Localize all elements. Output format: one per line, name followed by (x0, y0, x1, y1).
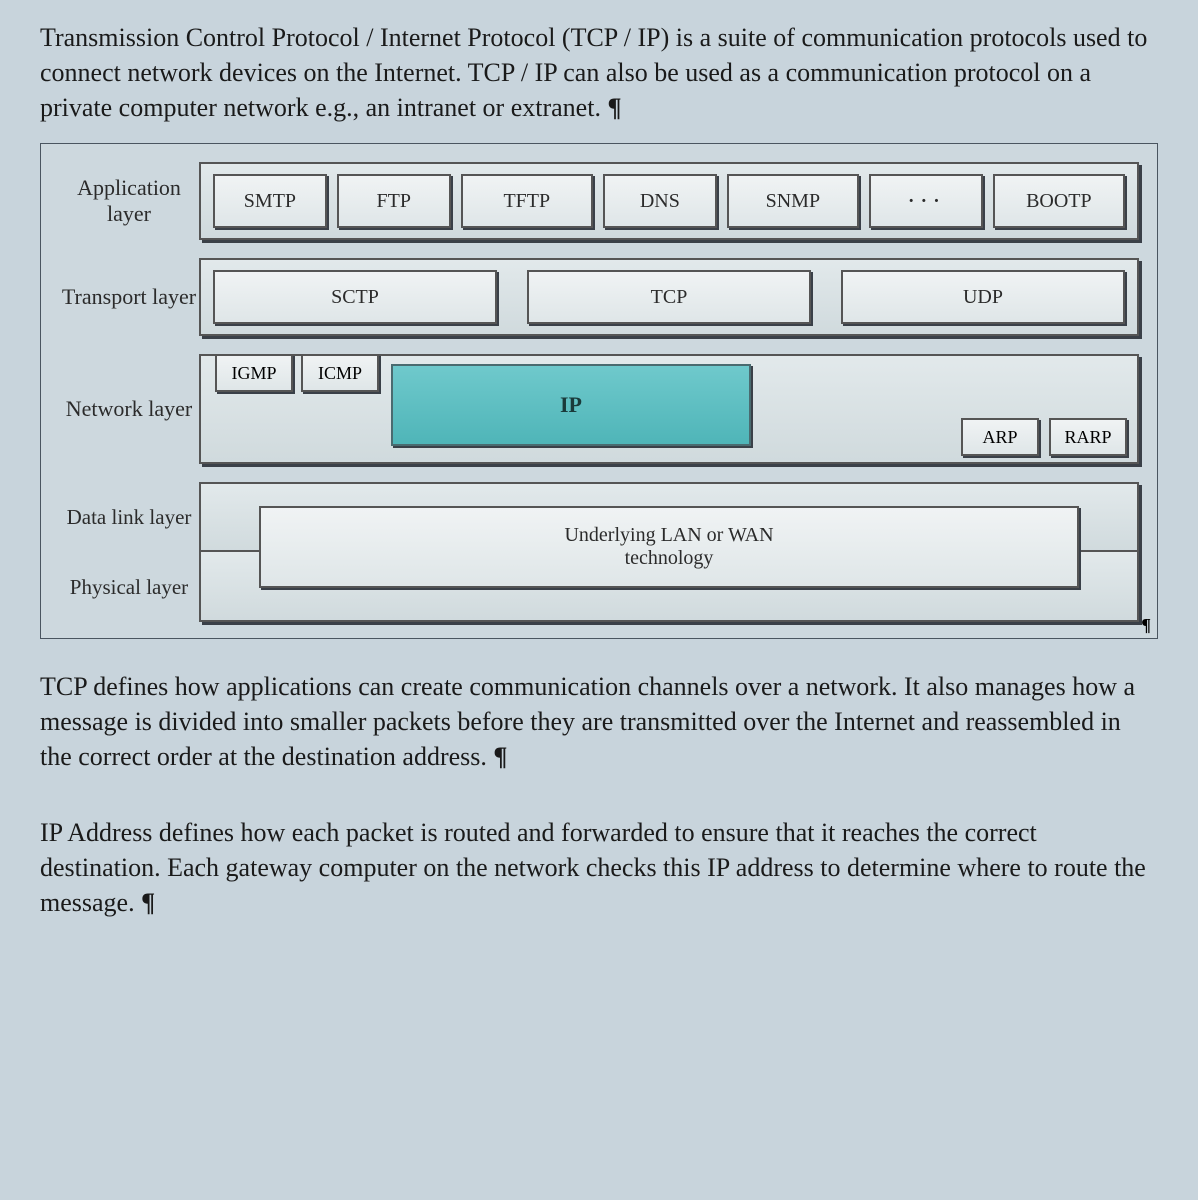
application-layer-row: Application layer SMTP FTP TFTP DNS SNMP… (59, 162, 1139, 240)
tcp-box: TCP (527, 270, 811, 324)
ftp-box: FTP (337, 174, 451, 228)
pilcrow-icon: ¶ (1141, 615, 1151, 636)
underlying-line1: Underlying LAN or WAN (564, 524, 773, 547)
datalink-physical-body: Underlying LAN or WAN technology (199, 482, 1139, 622)
ellipsis-box: ··· (869, 174, 983, 228)
network-layer-body: IGMP ICMP IP ARP RARP (199, 354, 1139, 464)
igmp-box: IGMP (215, 354, 293, 392)
tcp-paragraph: TCP defines how applications can create … (40, 669, 1158, 774)
tcpip-layer-diagram: Application layer SMTP FTP TFTP DNS SNMP… (40, 143, 1158, 639)
datalink-label-text: Data link layer (67, 505, 192, 530)
transport-layer-row: Transport layer SCTP TCP UDP (59, 258, 1139, 336)
icmp-box: ICMP (301, 354, 379, 392)
udp-box: UDP (841, 270, 1125, 324)
ip-paragraph: IP Address defines how each packet is ro… (40, 815, 1158, 920)
arp-box: ARP (961, 418, 1039, 456)
bottom-text-block: TCP defines how applications can create … (40, 669, 1158, 938)
transport-layer-body: SCTP TCP UDP (199, 258, 1139, 336)
application-label-text: Application layer (59, 175, 199, 227)
datalink-physical-labels: Data link layer Physical layer (59, 482, 199, 622)
transport-box-row: SCTP TCP UDP (213, 270, 1125, 324)
application-layer-body: SMTP FTP TFTP DNS SNMP ··· BOOTP (199, 162, 1139, 240)
network-layer-label: Network layer (59, 354, 199, 464)
sctp-box: SCTP (213, 270, 497, 324)
transport-layer-label: Transport layer (59, 258, 199, 336)
physical-label-text: Physical layer (70, 575, 188, 600)
network-label-text: Network layer (66, 396, 192, 422)
intro-paragraph: Transmission Control Protocol / Internet… (40, 20, 1158, 125)
ip-box: IP (391, 364, 751, 446)
network-layer-row: Network layer IGMP ICMP IP ARP RARP (59, 354, 1139, 464)
transport-label-text: Transport layer (62, 284, 196, 310)
smtp-box: SMTP (213, 174, 327, 228)
application-layer-label: Application layer (59, 162, 199, 240)
underlying-line2: technology (625, 547, 714, 570)
rarp-box: RARP (1049, 418, 1127, 456)
tftp-box: TFTP (461, 174, 593, 228)
bootp-box: BOOTP (993, 174, 1125, 228)
dns-box: DNS (603, 174, 717, 228)
application-box-row: SMTP FTP TFTP DNS SNMP ··· BOOTP (213, 174, 1125, 228)
snmp-box: SNMP (727, 174, 859, 228)
datalink-physical-row: Data link layer Physical layer Underlyin… (59, 482, 1139, 622)
underlying-tech-box: Underlying LAN or WAN technology (259, 506, 1079, 588)
